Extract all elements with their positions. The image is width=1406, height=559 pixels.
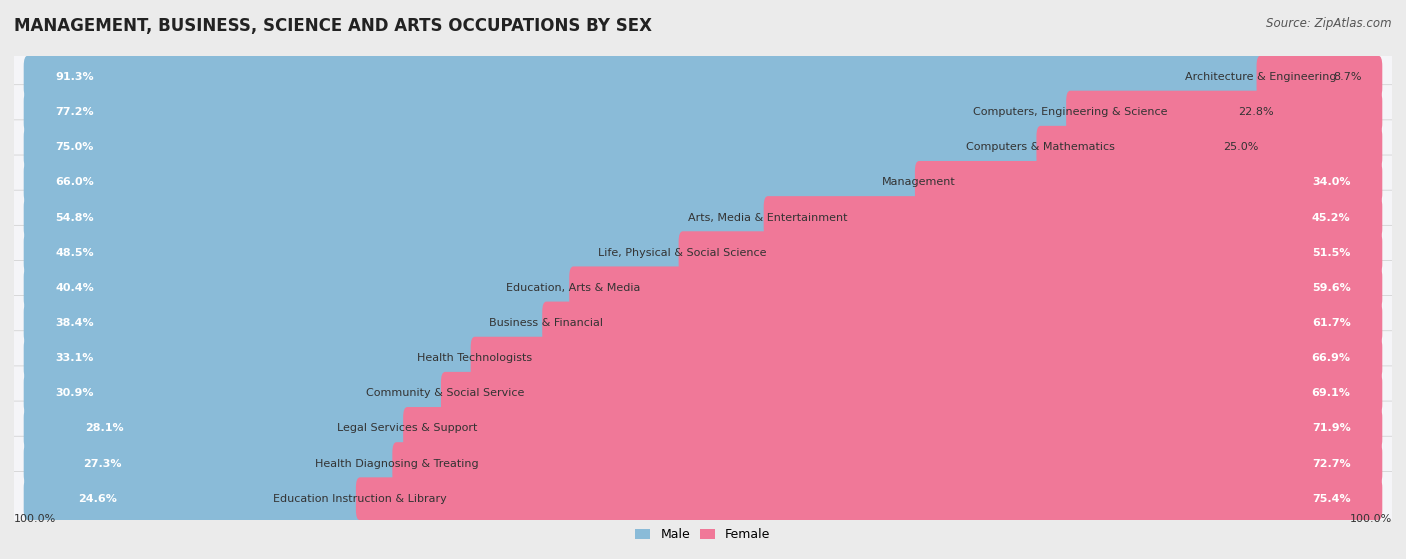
FancyBboxPatch shape (24, 442, 401, 485)
Text: Education, Arts & Media: Education, Arts & Media (506, 283, 641, 293)
Text: 51.5%: 51.5% (1312, 248, 1351, 258)
Text: 27.3%: 27.3% (83, 458, 122, 468)
FancyBboxPatch shape (10, 120, 1396, 175)
Text: 66.9%: 66.9% (1312, 353, 1351, 363)
Text: 75.0%: 75.0% (55, 143, 94, 152)
Text: 72.7%: 72.7% (1312, 458, 1351, 468)
FancyBboxPatch shape (24, 407, 412, 450)
Text: Business & Financial: Business & Financial (489, 318, 603, 328)
Text: Arts, Media & Entertainment: Arts, Media & Entertainment (688, 212, 848, 222)
FancyBboxPatch shape (24, 126, 1045, 169)
FancyBboxPatch shape (356, 477, 1382, 520)
FancyBboxPatch shape (543, 302, 1382, 344)
Text: 38.4%: 38.4% (55, 318, 94, 328)
FancyBboxPatch shape (679, 231, 1382, 274)
Text: 61.7%: 61.7% (1312, 318, 1351, 328)
Text: Architecture & Engineering: Architecture & Engineering (1185, 72, 1337, 82)
FancyBboxPatch shape (392, 442, 1382, 485)
Text: 22.8%: 22.8% (1239, 107, 1274, 117)
FancyBboxPatch shape (24, 55, 1265, 98)
FancyBboxPatch shape (24, 161, 924, 204)
FancyBboxPatch shape (10, 331, 1396, 386)
FancyBboxPatch shape (763, 196, 1382, 239)
FancyBboxPatch shape (10, 50, 1396, 105)
FancyBboxPatch shape (10, 85, 1396, 140)
Legend: Male, Female: Male, Female (630, 523, 776, 546)
FancyBboxPatch shape (404, 407, 1382, 450)
Text: 48.5%: 48.5% (55, 248, 94, 258)
Text: 8.7%: 8.7% (1333, 72, 1361, 82)
Text: Source: ZipAtlas.com: Source: ZipAtlas.com (1267, 17, 1392, 30)
FancyBboxPatch shape (10, 260, 1396, 315)
FancyBboxPatch shape (24, 267, 578, 309)
Text: 30.9%: 30.9% (55, 389, 94, 399)
Text: 75.4%: 75.4% (1312, 494, 1351, 504)
Text: 66.0%: 66.0% (55, 177, 94, 187)
FancyBboxPatch shape (24, 337, 479, 380)
FancyBboxPatch shape (24, 196, 772, 239)
FancyBboxPatch shape (24, 231, 688, 274)
Text: 54.8%: 54.8% (55, 212, 94, 222)
FancyBboxPatch shape (569, 267, 1382, 309)
Text: MANAGEMENT, BUSINESS, SCIENCE AND ARTS OCCUPATIONS BY SEX: MANAGEMENT, BUSINESS, SCIENCE AND ARTS O… (14, 17, 652, 35)
Text: 71.9%: 71.9% (1312, 424, 1351, 433)
FancyBboxPatch shape (441, 372, 1382, 415)
Text: 28.1%: 28.1% (84, 424, 124, 433)
Text: Computers & Mathematics: Computers & Mathematics (966, 143, 1115, 152)
Text: 25.0%: 25.0% (1223, 143, 1258, 152)
FancyBboxPatch shape (471, 337, 1382, 380)
FancyBboxPatch shape (1036, 126, 1382, 169)
Text: 24.6%: 24.6% (77, 494, 117, 504)
FancyBboxPatch shape (10, 296, 1396, 350)
Text: Management: Management (882, 177, 956, 187)
Text: Health Diagnosing & Treating: Health Diagnosing & Treating (315, 458, 478, 468)
Text: Community & Social Service: Community & Social Service (366, 389, 524, 399)
Text: Education Instruction & Library: Education Instruction & Library (273, 494, 447, 504)
FancyBboxPatch shape (24, 372, 450, 415)
Text: Legal Services & Support: Legal Services & Support (337, 424, 478, 433)
FancyBboxPatch shape (24, 91, 1074, 134)
FancyBboxPatch shape (1066, 91, 1382, 134)
FancyBboxPatch shape (24, 477, 364, 520)
FancyBboxPatch shape (10, 190, 1396, 245)
Text: Life, Physical & Social Science: Life, Physical & Social Science (599, 248, 768, 258)
FancyBboxPatch shape (10, 155, 1396, 210)
Text: 33.1%: 33.1% (55, 353, 94, 363)
FancyBboxPatch shape (10, 225, 1396, 280)
Text: 45.2%: 45.2% (1312, 212, 1351, 222)
FancyBboxPatch shape (1257, 55, 1382, 98)
Text: 69.1%: 69.1% (1312, 389, 1351, 399)
Text: 100.0%: 100.0% (14, 514, 56, 524)
Text: Computers, Engineering & Science: Computers, Engineering & Science (973, 107, 1167, 117)
Text: 77.2%: 77.2% (55, 107, 94, 117)
FancyBboxPatch shape (10, 366, 1396, 421)
FancyBboxPatch shape (10, 436, 1396, 491)
Text: 40.4%: 40.4% (55, 283, 94, 293)
FancyBboxPatch shape (10, 471, 1396, 526)
Text: 59.6%: 59.6% (1312, 283, 1351, 293)
Text: 91.3%: 91.3% (55, 72, 94, 82)
Text: Health Technologists: Health Technologists (418, 353, 533, 363)
FancyBboxPatch shape (24, 302, 551, 344)
Text: 34.0%: 34.0% (1312, 177, 1351, 187)
FancyBboxPatch shape (915, 161, 1382, 204)
Text: 100.0%: 100.0% (1350, 514, 1392, 524)
FancyBboxPatch shape (10, 401, 1396, 456)
